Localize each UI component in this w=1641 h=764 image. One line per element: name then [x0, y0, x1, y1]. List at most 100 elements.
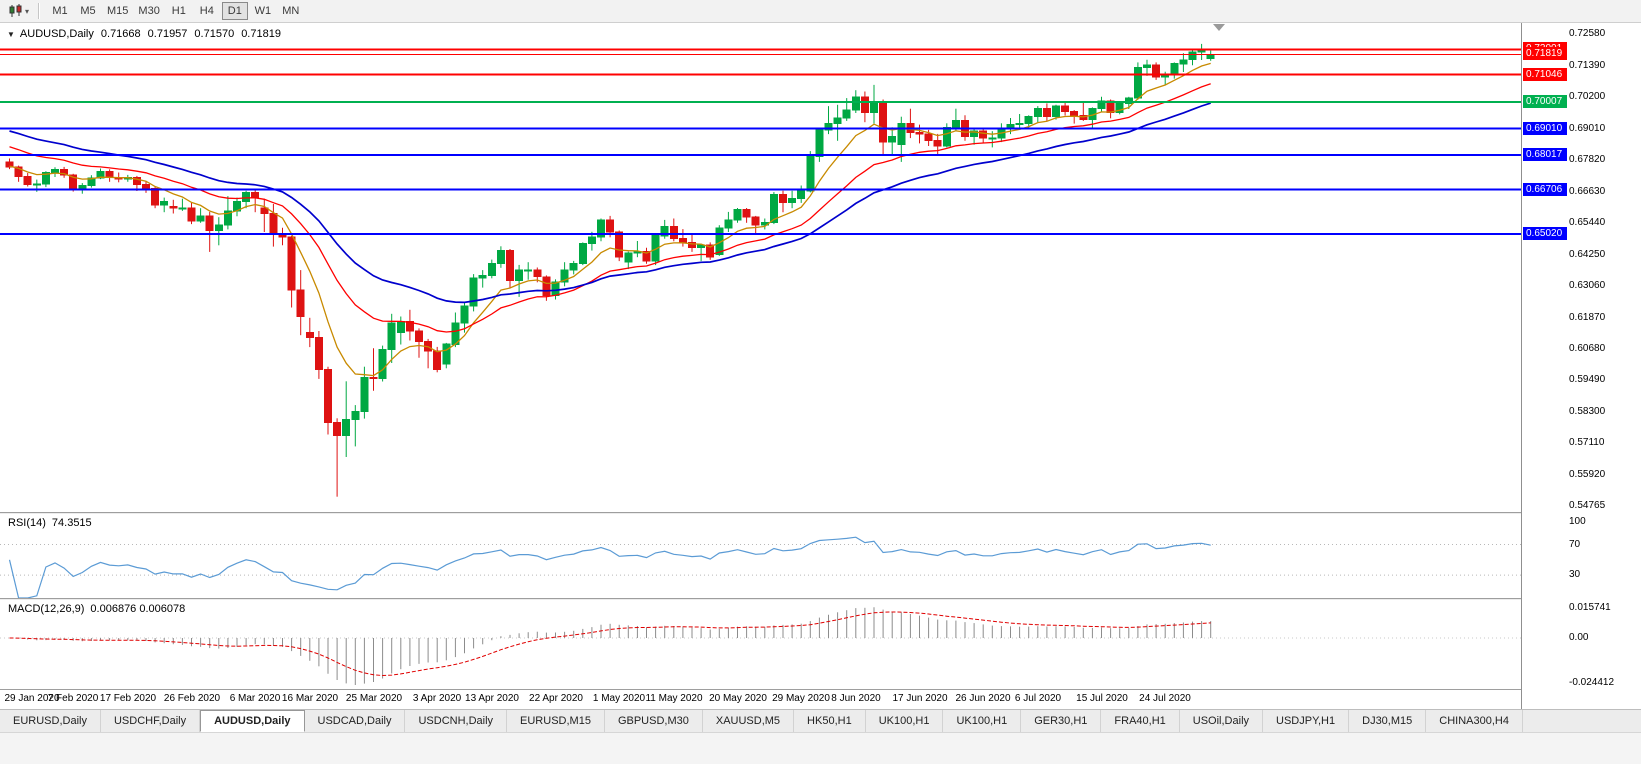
macd-indicator-chart[interactable] [0, 600, 1522, 689]
date-label: 29 May 2020 [772, 693, 830, 704]
rsi-scale-label: 100 [1569, 516, 1586, 527]
macd-scale-label: 0.00 [1569, 632, 1589, 643]
date-label: 17 Feb 2020 [99, 693, 157, 704]
dropdown-caret-icon: ▾ [25, 6, 30, 16]
chart-shift-marker [1213, 24, 1225, 31]
price-level-badge: 0.71046 [1523, 68, 1567, 81]
price-tick-label: 0.69010 [1569, 123, 1606, 134]
rsi-name: RSI(14) [8, 517, 46, 529]
price-tick-label: 0.70200 [1569, 91, 1606, 102]
chart-tab-china300-h4[interactable]: CHINA300,H4 [1426, 710, 1523, 732]
rsi-line [8, 536, 1211, 598]
chart-tab-gbpusd-m30[interactable]: GBPUSD,M30 [604, 710, 703, 732]
rsi-scale-label: 70 [1569, 539, 1581, 550]
chart-tab-uk100-h1[interactable]: UK100,H1 [943, 710, 1022, 732]
chart-tab-usdcad-daily[interactable]: USDCAD,Daily [304, 710, 406, 732]
chart-title: ▼ AUDUSD,Daily 0.71668 0.71957 0.71570 0… [7, 28, 281, 40]
time-scale[interactable]: 29 Jan 2020 7 Feb 2020 17 Feb 2020 26 Feb 2… [0, 690, 1522, 709]
high-value: 0.71957 [147, 28, 188, 40]
date-label: 25 Mar 2020 [345, 693, 403, 704]
date-label: 15 Jul 2020 [1076, 693, 1128, 704]
rsi-value: 74.3515 [51, 517, 92, 529]
chart-type-button[interactable]: ▾ [5, 3, 32, 19]
chart-tab-fra40-h1[interactable]: FRA40,H1 [1101, 710, 1180, 732]
timeframe-button-m5[interactable]: M5 [80, 5, 96, 17]
timeframe-button-h1[interactable]: H1 [171, 5, 186, 17]
macd-scale-label: -0.024412 [1569, 677, 1615, 688]
price-tick-label: 0.63060 [1569, 280, 1606, 291]
date-label: 20 May 2020 [709, 693, 767, 704]
price-tick-label: 0.57110 [1569, 437, 1605, 448]
timeframe-button-w1[interactable]: W1 [254, 5, 272, 17]
macd-value: 0.006876 0.006078 [90, 603, 186, 615]
ma-line-20 [9, 83, 1211, 333]
chart-tab-hk50-h1[interactable]: HK50,H1 [794, 710, 866, 732]
rsi-scale-label: 30 [1569, 569, 1581, 580]
chart-tab-eurusd-daily[interactable]: EURUSD,Daily [0, 710, 101, 732]
ma-line-34 [9, 102, 1211, 304]
price-tick-label: 0.66630 [1569, 186, 1606, 197]
timeframe-button-m1[interactable]: M1 [52, 5, 68, 17]
chart-tab-ger30-h1[interactable]: GER30,H1 [1021, 710, 1102, 732]
rsi-indicator-chart[interactable] [0, 514, 1522, 598]
date-label: 29 Jan 2020 [4, 693, 60, 704]
macd-panel-resize-handle[interactable] [0, 598, 1641, 600]
timeframe-button-d1[interactable]: D1 [221, 2, 248, 20]
macd-histogram [18, 607, 1212, 685]
candles [5, 43, 1215, 497]
low-value: 0.71570 [194, 28, 235, 40]
chart-tab-dj30-m15[interactable]: DJ30,M15 [1349, 710, 1427, 732]
date-label: 13 Apr 2020 [465, 693, 519, 704]
date-label: 3 Apr 2020 [412, 693, 462, 704]
macd-scale-label: 0.015741 [1569, 602, 1611, 613]
open-value: 0.71668 [100, 28, 141, 40]
time-scale-divider [0, 689, 1641, 690]
price-axis-line [1521, 23, 1522, 709]
price-level-badge: 0.66706 [1523, 183, 1567, 196]
timeframe-buttons: M1 M5 M15 M30 H1 H4 D1 W1 MN [46, 2, 305, 20]
timeframe-button-mn[interactable]: MN [282, 5, 300, 17]
date-label: 6 Jul 2020 [1014, 693, 1062, 704]
price-tick-label: 0.67820 [1569, 154, 1606, 165]
macd-signal-line [9, 611, 1211, 677]
chart-tab-usdchf-daily[interactable]: USDCHF,Daily [100, 710, 201, 732]
rsi-panel-resize-handle[interactable] [0, 512, 1641, 514]
one-click-trading-toggle[interactable]: ▼ [7, 29, 15, 39]
chart-tab-audusd-daily[interactable]: AUDUSD,Daily [200, 710, 305, 732]
date-label: 11 May 2020 [645, 693, 703, 704]
date-label: 16 Mar 2020 [281, 693, 339, 704]
price-tick-label: 0.61870 [1569, 312, 1606, 323]
macd-label: MACD(12,26,9) 0.006876 0.006078 [8, 603, 185, 615]
chart-tab-usoil-daily[interactable]: USOil,Daily [1179, 710, 1264, 732]
price-tick-label: 0.64250 [1569, 249, 1606, 260]
timeframe-toolbar: ▾ M1 M5 M15 M30 H1 H4 D1 W1 MN [0, 0, 1641, 23]
price-level-badge: 0.70007 [1523, 95, 1567, 108]
timeframe-button-m30[interactable]: M30 [138, 5, 160, 17]
price-tick-label: 0.71390 [1569, 60, 1606, 71]
price-tick-label: 0.59490 [1569, 374, 1606, 385]
chart-tab-xauusd-m5[interactable]: XAUUSD,M5 [702, 710, 795, 732]
bottom-strip [0, 732, 1641, 764]
price-level-badge: 0.71819 [1523, 47, 1567, 60]
chart-tabs: EURUSD,Daily USDCHF,Daily AUDUSD,Daily USDC… [0, 709, 1641, 732]
price-scale-column[interactable]: 0.72580 0.71390 0.70200 0.69010 0.67820 0.666… [1522, 23, 1641, 709]
chart-tab-usdjpy-h1[interactable]: USDJPY,H1 [1263, 710, 1350, 732]
close-value: 0.71819 [241, 28, 281, 40]
timeframe-button-m15[interactable]: M15 [107, 5, 129, 17]
chart-tab-usdcnh-daily[interactable]: USDCNH,Daily [405, 710, 508, 732]
price-tick-label: 0.55920 [1569, 469, 1606, 480]
date-label: 1 May 2020 [592, 693, 646, 704]
main-price-chart[interactable] [0, 23, 1522, 512]
date-label: 8 Jun 2020 [831, 693, 881, 704]
date-label: 22 Apr 2020 [529, 693, 583, 704]
chart-tab-uk100-h1[interactable]: UK100,H1 [865, 710, 944, 732]
price-level-badge: 0.68017 [1523, 148, 1567, 161]
price-tick-label: 0.54765 [1569, 500, 1606, 511]
ma-line-8 [9, 62, 1211, 377]
timeframe-button-h4[interactable]: H4 [199, 5, 214, 17]
macd-name: MACD(12,26,9) [8, 603, 85, 615]
chart-tab-eurusd-m15[interactable]: EURUSD,M15 [507, 710, 605, 732]
date-label: 24 Jul 2020 [1139, 693, 1191, 704]
date-label: 26 Jun 2020 [955, 693, 1011, 704]
